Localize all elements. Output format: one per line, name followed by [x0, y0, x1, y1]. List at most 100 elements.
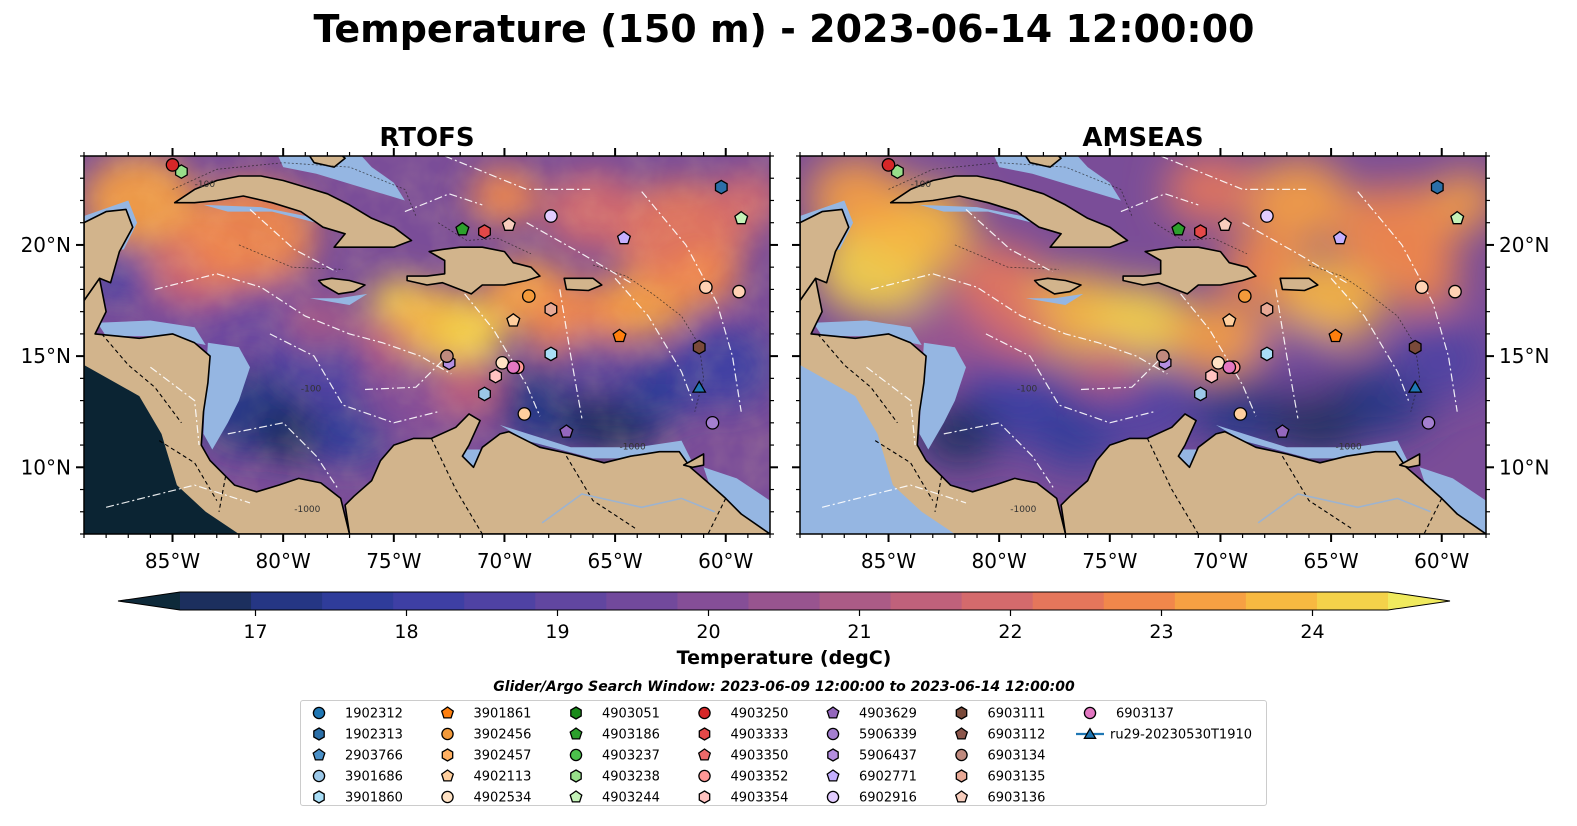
float-marker: [521, 289, 536, 303]
float-marker: [544, 301, 558, 317]
land-trinidad: [1398, 453, 1421, 469]
colorbar-segment: [677, 592, 749, 610]
legend-marker: [440, 706, 455, 719]
legend-marker: [1083, 706, 1097, 720]
eez-boundary: [105, 484, 251, 508]
legend-marker: [569, 748, 583, 762]
legend-label: 4903244: [602, 791, 660, 806]
eez-boundary: [559, 289, 583, 419]
legend-marker: [955, 769, 968, 783]
float-marker: [734, 210, 749, 225]
eez-boundary: [1160, 156, 1309, 190]
contour-label: -1000: [1336, 443, 1362, 453]
bathymetry-contour: [888, 162, 1133, 217]
float-marker: [1194, 224, 1207, 240]
map-ticks: [792, 148, 1494, 542]
eez-boundary: [227, 422, 339, 490]
legend-item: 2903766: [312, 748, 403, 764]
land-puertoRico: [563, 277, 603, 292]
legend-label: 6903135: [988, 770, 1046, 785]
shallow-water: [919, 204, 1033, 223]
colorbar-segment: [393, 592, 465, 610]
legend-label: 1902312: [345, 707, 403, 722]
legend-label: 6902771: [859, 770, 917, 785]
legend-marker: [312, 769, 326, 783]
legend-item: 6903135: [955, 769, 1046, 785]
legend-item: 6903111: [955, 706, 1046, 722]
legend-item: 4903250: [698, 707, 788, 722]
land-grandBahama: [308, 156, 346, 168]
float-marker: [732, 284, 746, 299]
legend-item: 4902534: [441, 791, 532, 806]
map-frame: [83, 155, 771, 535]
eez-boundary: [641, 191, 742, 412]
legend-label: 6903136: [988, 791, 1046, 806]
legend-marker: [827, 748, 839, 762]
land-trinidad: [682, 453, 705, 469]
legend-item: 3902456: [441, 727, 531, 743]
eez-boundary: [943, 422, 1055, 490]
eez-boundary: [464, 293, 541, 417]
legend-label: 6903134: [988, 749, 1046, 764]
float-marker: [1205, 368, 1219, 384]
land-hispaniola: [1122, 246, 1257, 295]
shallow-water: [203, 204, 317, 223]
colorbar-segment: [535, 592, 607, 610]
legend-label: 4903354: [731, 791, 789, 806]
float-marker: [501, 217, 516, 231]
colorbar-segment: [1316, 592, 1389, 610]
temperature-patch: [1244, 157, 1352, 244]
land-grandBahama: [1024, 156, 1062, 168]
legend-label: 4903350: [731, 749, 789, 764]
float-markers: [881, 128, 1465, 438]
legend-label: 4902534: [474, 791, 532, 806]
colorbar-segment: [890, 592, 963, 610]
eez-boundary: [1357, 191, 1458, 412]
float-marker: [1156, 349, 1170, 363]
legend-label: 2903766: [345, 749, 403, 764]
float-marker: [616, 230, 632, 245]
float-marker: [440, 349, 454, 363]
country-border: [934, 476, 943, 512]
float-marker: [1292, 128, 1304, 140]
float-marker: [1430, 179, 1444, 195]
lon-tick-label: 75°W: [366, 549, 421, 573]
lon-tick-label: 80°W: [972, 549, 1027, 573]
temperature-patch: [1076, 340, 1143, 394]
figure-title: Temperature (150 m) - 2023-06-14 12:00:0…: [313, 7, 1254, 51]
legend-item: 4903244: [569, 790, 660, 806]
colorbar-segment: [1245, 592, 1318, 610]
map-panels: RTOFS -100 -1000 -1000 -100 85°W 80°W 75°W 70°W 6…: [21, 114, 1550, 573]
colorbar-segment: [606, 592, 678, 610]
land-jamaica: [1033, 277, 1082, 295]
float-marker: [266, 114, 279, 126]
legend-item: 6903134: [955, 749, 1046, 764]
legend-item: 5906437: [827, 748, 917, 764]
legend-marker: [441, 727, 454, 741]
legend-item: 1902313: [313, 727, 403, 743]
legend-item: 4903354: [698, 790, 789, 806]
legend-marker: [826, 706, 840, 719]
legend-label: 4903238: [602, 770, 660, 785]
eez-boundary: [404, 193, 483, 213]
float-marker: [1407, 380, 1423, 393]
legend-item: 3901861: [440, 706, 532, 722]
lon-tick-label: 75°W: [1082, 549, 1137, 573]
land-cuba: [889, 175, 1129, 248]
legend-marker: [313, 790, 325, 804]
float-marker: [299, 136, 311, 148]
legend-label: 4903051: [602, 707, 660, 722]
legend-label: 4903333: [731, 728, 789, 743]
lon-tick-label: 85°W: [861, 549, 916, 573]
legend-item: ru29-20230530T1910: [1076, 727, 1252, 743]
colorbar-segment: [322, 592, 394, 610]
float-marker: [714, 179, 728, 195]
float-marker: [544, 346, 558, 362]
search-window-caption: Glider/Argo Search Window: 2023-06-09 12…: [493, 679, 1075, 695]
pacific-shallow: [800, 365, 955, 534]
eez-boundary: [866, 366, 916, 446]
legend-label: 3901861: [474, 707, 532, 722]
legend-label: 6903111: [988, 707, 1046, 722]
legend-label: 6903112: [988, 728, 1046, 743]
